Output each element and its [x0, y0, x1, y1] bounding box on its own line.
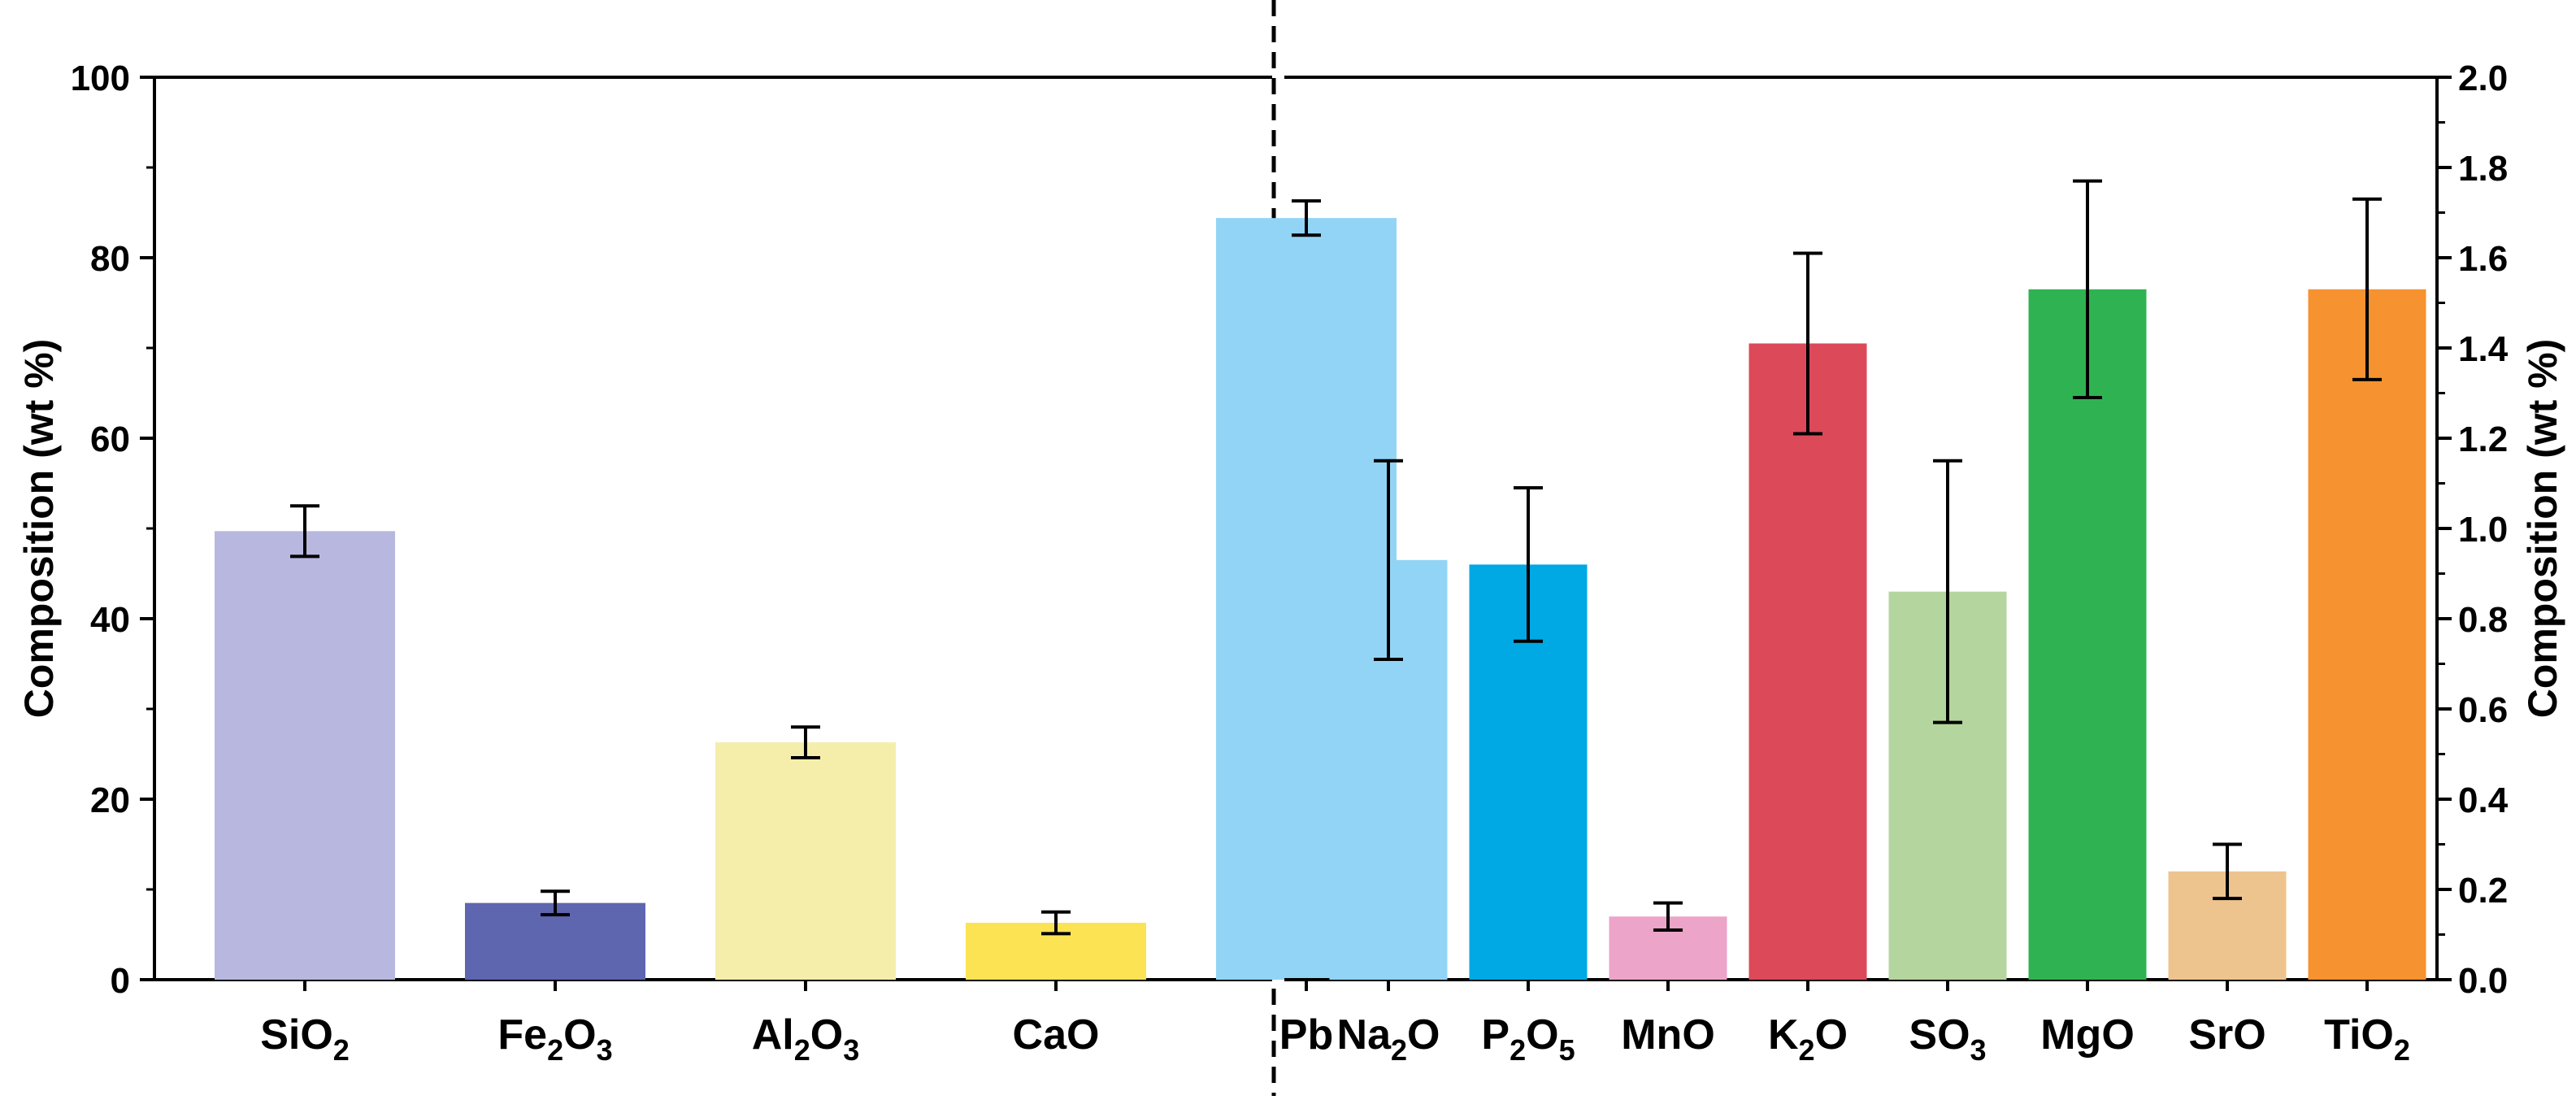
left-y-tick-label: 80: [90, 239, 130, 279]
left-x-tick-labels: SiO2 Fe2O3 Al2O3 CaO Pb: [260, 1011, 1333, 1067]
left-y-tick-label: 20: [90, 780, 130, 820]
right-y-tick-label: 0.8: [2458, 600, 2508, 640]
right-x-tick-label: SO3: [1909, 1011, 1986, 1067]
right-bar: [2308, 289, 2426, 980]
right-x-tick-label: TiO2: [2324, 1011, 2410, 1067]
left-y-tick-label: 60: [90, 420, 130, 459]
right-bars: [1329, 289, 2426, 991]
right-x-tick-labels: Na2O P2O5 MnO K2O SO3 MgO SrO TiO2: [1337, 1011, 2410, 1067]
left-error-bars: [290, 199, 1321, 936]
right-y-tick-label: 1.2: [2458, 420, 2508, 459]
right-error-bar: [2073, 179, 2102, 400]
left-y-ticks: 0 20 40 60 80 100: [71, 59, 154, 1001]
left-x-tick-label: SiO2: [260, 1011, 350, 1067]
left-y-tick-label: 40: [90, 600, 130, 640]
right-y-tick-label: 2.0: [2458, 59, 2508, 98]
right-x-tick-label: SrO: [2188, 1011, 2265, 1059]
left-y-tick-label: 0: [111, 961, 130, 1001]
right-y-tick-label: 1.6: [2458, 239, 2508, 279]
right-y-tick-label: 0.6: [2458, 690, 2508, 730]
left-x-tick-label: Al2O3: [752, 1011, 860, 1067]
right-x-tick-label: K2O: [1768, 1011, 1848, 1067]
right-y-tick-label: 1.8: [2458, 149, 2508, 189]
right-error-bar: [1653, 901, 1683, 932]
right-y-tick-label: 0.4: [2458, 780, 2509, 820]
left-error-bar: [791, 725, 820, 759]
right-x-tick-label: MgO: [2040, 1011, 2135, 1059]
left-error-bar: [290, 504, 319, 559]
right-bar: [2028, 289, 2147, 980]
left-x-tick-label: CaO: [1013, 1011, 1100, 1059]
left-y-tick-label: 100: [71, 59, 130, 98]
right-error-bars: [1374, 179, 2382, 932]
left-bar: [215, 531, 395, 980]
right-y-ticks: 0.0 0.2 0.4 0.6 0.8 1.0 1.2 1.4 1.6 1.8 2.0: [2437, 59, 2509, 1001]
left-bar: [715, 742, 896, 980]
left-error-bar: [541, 889, 570, 917]
right-x-tick-label: P2O5: [1481, 1011, 1575, 1067]
left-error-bar: [1041, 910, 1071, 936]
right-y-tick-label: 1.4: [2458, 329, 2509, 369]
right-y-axis-label: Composition (wt %): [2520, 339, 2565, 719]
right-error-bar: [1933, 459, 1962, 724]
right-error-bar: [1514, 486, 1543, 643]
right-y-tick-label: 0.0: [2458, 961, 2508, 1001]
right-y-tick-label: 0.2: [2458, 871, 2508, 911]
right-x-tick-label: Na2O: [1337, 1011, 1440, 1067]
right-bar: [1748, 343, 1867, 980]
right-error-bar: [2213, 842, 2242, 901]
right-error-bar: [1793, 251, 1822, 436]
right-x-tick-label: MnO: [1621, 1011, 1715, 1059]
left-error-bar: [1292, 199, 1321, 237]
left-y-axis-label: Composition (wt %): [16, 339, 62, 719]
right-panel: Composition (wt %) 0.0 0.2 0.4 0.6 0.8 1.0 1.2…: [1284, 59, 2565, 1067]
left-panel: Composition (wt %) 0 20 40 60 80 100 SiO2 Fe2O…: [16, 59, 1397, 1067]
left-x-tick-label: Fe2O3: [497, 1011, 612, 1067]
right-y-tick-label: 1.0: [2458, 510, 2508, 550]
right-error-bar: [2352, 197, 2382, 381]
left-bars: [215, 218, 1397, 991]
right-error-bar: [1374, 459, 1403, 661]
left-x-tick-label: Pb: [1279, 1011, 1333, 1059]
